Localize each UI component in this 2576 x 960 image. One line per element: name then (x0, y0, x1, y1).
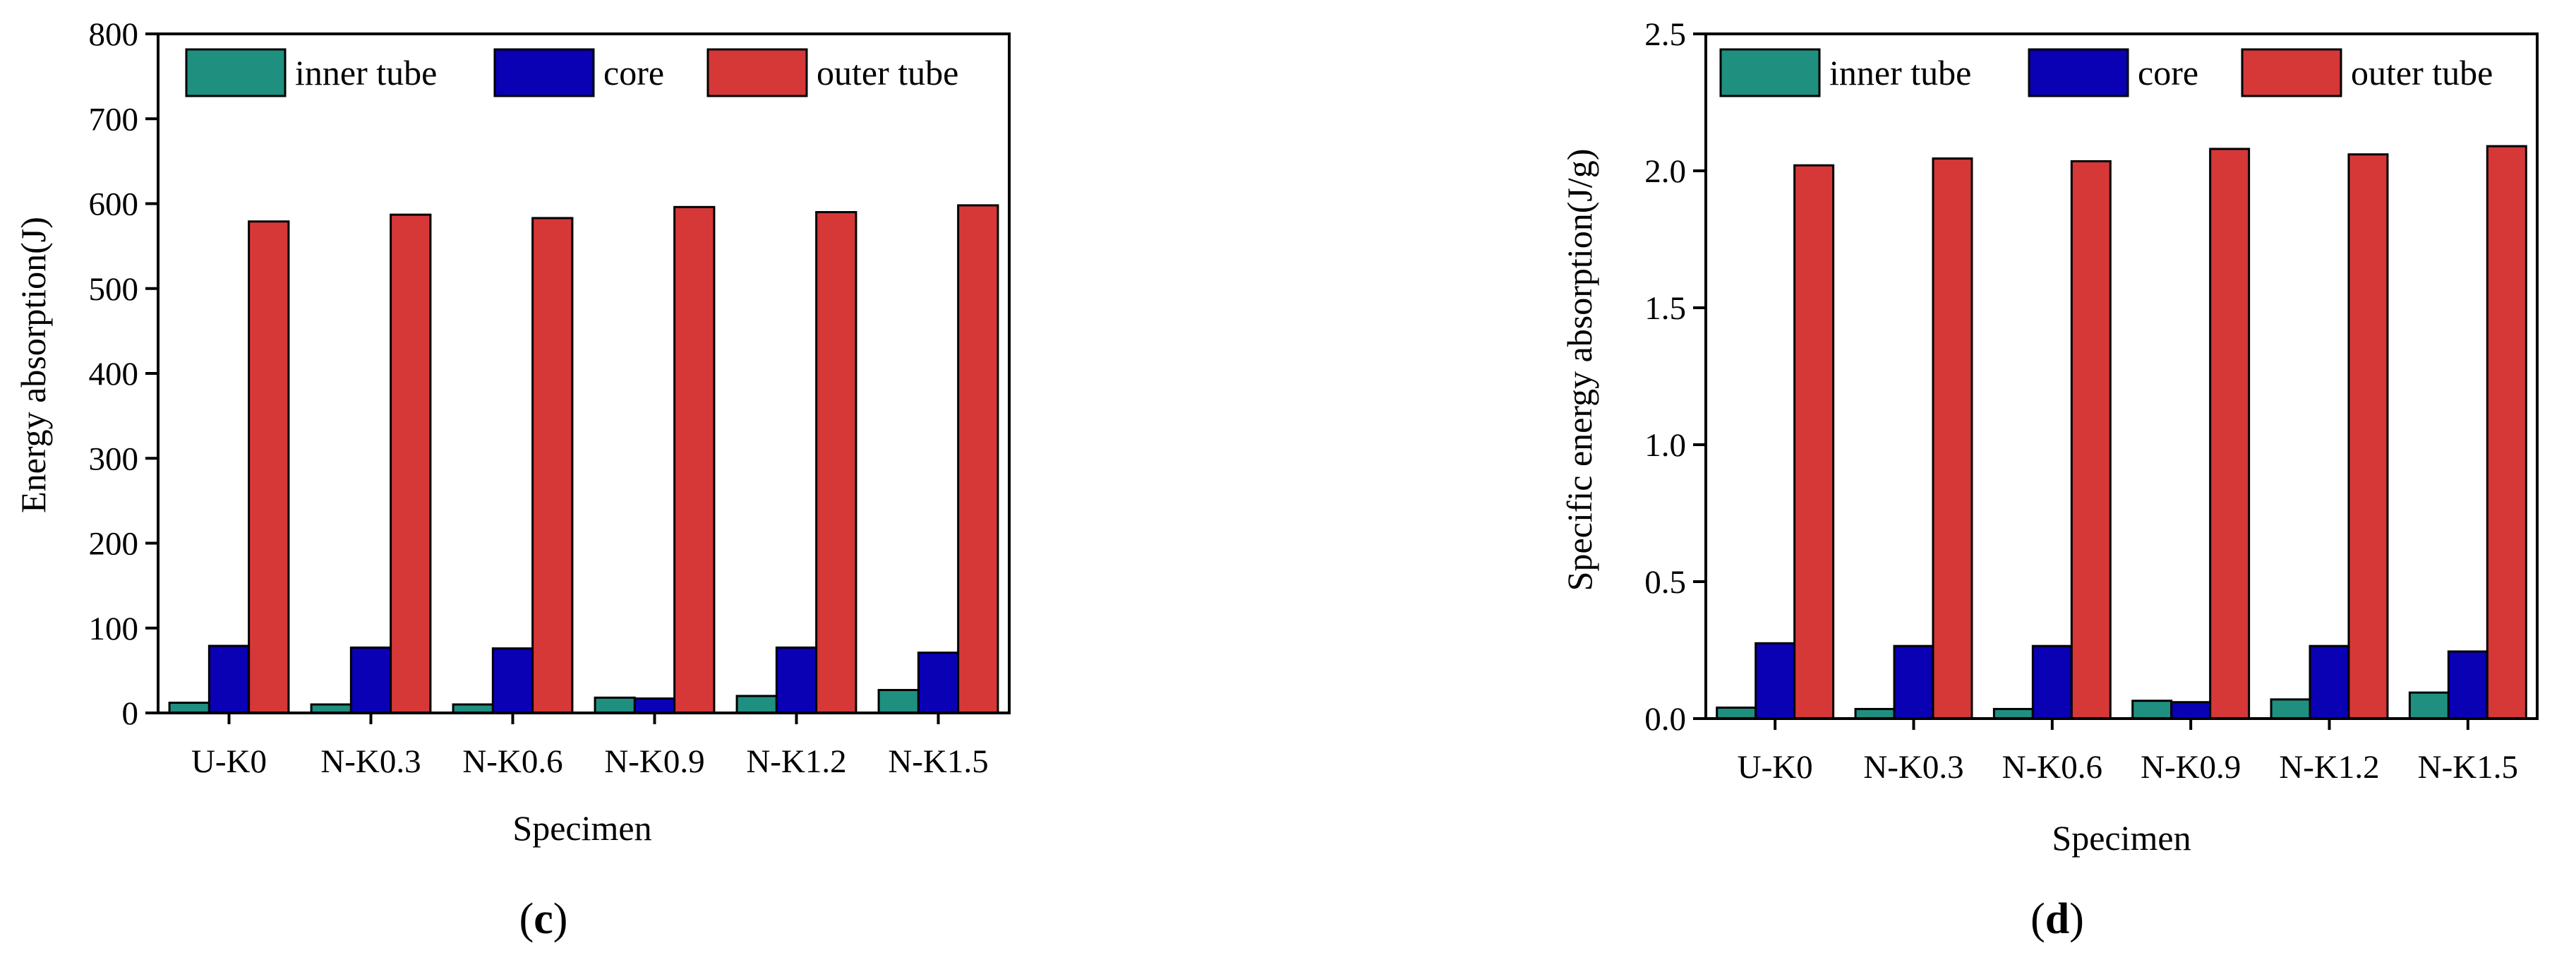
panel-letter-c: c (534, 895, 553, 943)
bar-core-n-k0-9 (633, 697, 676, 714)
x-tick-label-n-k0-9: N-K0.9 (2141, 749, 2241, 786)
y-tick-label-d: 1.5 (1644, 290, 1686, 327)
x-tick-label-n-k1-5: N-K1.5 (888, 743, 988, 780)
bar-core-n-k1-5 (2447, 650, 2488, 720)
bars-d (1716, 145, 2527, 720)
legend-label-core: core (2138, 53, 2198, 92)
y-tick-label-c: 0 (122, 695, 139, 732)
chart-panel-c: 0 100 200 300 400 500 600 700 800 U-K0 N-K0.3 N-K0… (13, 16, 1011, 943)
y-tick-label-c: 400 (89, 356, 139, 392)
legend-label-inner-tube: inner tube (1829, 53, 1971, 92)
x-tick-label-n-k0-3: N-K0.3 (1863, 749, 1963, 786)
bar-outer-tube-n-k1-2 (2347, 153, 2389, 720)
bar-inner-tube-n-k1-5 (877, 689, 920, 714)
bar-inner-tube-n-k0-9 (594, 696, 636, 714)
bar-outer-tube-n-k0-3 (390, 213, 432, 714)
legend-label-outer-tube: outer tube (817, 53, 958, 92)
bar-outer-tube-u-k0 (248, 220, 290, 714)
x-tick-label-u-k0: U-K0 (1738, 749, 1813, 786)
bar-inner-tube-u-k0 (168, 702, 210, 714)
x-axis-title-d: Specimen (2052, 818, 2191, 858)
x-tick-label-n-k1-2: N-K1.2 (2279, 749, 2379, 786)
y-tick-label-c: 800 (89, 16, 139, 53)
bar-inner-tube-n-k1-2 (735, 695, 778, 714)
bar-core-n-k0-3 (1893, 644, 1934, 720)
y-axis-title-c: Energy absorption(J) (13, 217, 53, 513)
bar-outer-tube-n-k0-6 (2070, 160, 2112, 720)
bar-core-n-k0-6 (2031, 644, 2073, 720)
bars-c (168, 204, 999, 714)
y-tick-label-d: 2.5 (1644, 16, 1686, 53)
bar-outer-tube-n-k0-3 (1932, 157, 1973, 720)
x-ticks-c: U-K0 N-K0.3 N-K0.6 N-K0.9 N-K1.2 N-K1.5 (191, 713, 989, 780)
legend-swatch-outer-tube (706, 48, 808, 97)
bar-outer-tube-n-k0-9 (673, 205, 716, 714)
y-axis-title-d: Specific energy absorption(J/g) (1560, 149, 1599, 592)
bar-core-n-k0-9 (2170, 701, 2212, 720)
y-tick-label-c: 600 (89, 186, 139, 223)
x-tick-label-n-k0-3: N-K0.3 (320, 743, 421, 780)
panel-letter-d: d (2045, 895, 2069, 943)
y-tick-label-d: 0.5 (1644, 564, 1686, 601)
bar-core-u-k0 (1755, 642, 1796, 720)
bar-core-n-k1-2 (775, 646, 818, 714)
chart-panel-d: 0.0 0.5 1.0 1.5 2.0 2.5 U-K0 N-K0.3 N-K0.6 N-K0.… (1560, 16, 2539, 943)
y-tick-label-d: 2.0 (1644, 153, 1686, 190)
x-tick-label-n-k0-6: N-K0.6 (2002, 749, 2102, 786)
y-tick-label-c: 200 (89, 526, 139, 563)
y-ticks-d: 0.0 0.5 1.0 1.5 2.0 2.5 (1644, 16, 1706, 738)
bar-inner-tube-n-k0-3 (1854, 707, 1896, 720)
y-tick-label-d: 1.0 (1644, 427, 1686, 464)
legend-d: inner tube core outer tube (1719, 48, 2493, 97)
legend-label-inner-tube: inner tube (295, 53, 437, 92)
plot-frame-d (1704, 32, 2539, 720)
y-tick-label-c: 500 (89, 271, 139, 308)
bar-inner-tube-n-k1-2 (2270, 698, 2311, 720)
bar-core-u-k0 (207, 644, 251, 714)
legend-swatch-inner-tube (1719, 48, 1821, 97)
y-ticks-c: 0 100 200 300 400 500 600 700 800 (89, 16, 158, 732)
y-tick-label-c: 300 (89, 440, 139, 477)
bar-outer-tube-n-k1-5 (957, 204, 999, 714)
panel-label-c: (c) (519, 895, 568, 943)
y-tick-label-d: 0.0 (1644, 701, 1686, 738)
bar-outer-tube-n-k1-2 (815, 211, 857, 714)
bar-inner-tube-u-k0 (1716, 706, 1757, 720)
bar-outer-tube-n-k1-5 (2486, 145, 2527, 720)
bar-outer-tube-n-k0-9 (2209, 148, 2251, 720)
x-tick-label-u-k0: U-K0 (191, 743, 267, 780)
y-tick-label-c: 700 (89, 101, 139, 138)
bar-core-n-k1-5 (917, 652, 960, 714)
legend-swatch-core (2028, 48, 2129, 97)
x-tick-label-n-k0-6: N-K0.6 (462, 743, 562, 780)
legend-swatch-outer-tube (2241, 48, 2342, 97)
legend-label-outer-tube: outer tube (2351, 53, 2493, 92)
bar-core-n-k0-6 (491, 647, 534, 714)
x-tick-label-n-k1-5: N-K1.5 (2418, 749, 2518, 786)
bar-outer-tube-n-k0-6 (531, 217, 574, 714)
panel-label-d: (d) (2030, 895, 2084, 943)
bar-core-n-k1-2 (2309, 644, 2350, 720)
x-tick-label-n-k1-2: N-K1.2 (746, 743, 846, 780)
x-axis-title-c: Specimen (512, 808, 651, 848)
legend-label-core: core (603, 53, 664, 92)
y-tick-label-c: 100 (89, 611, 139, 647)
bar-inner-tube-n-k1-5 (2408, 691, 2450, 720)
bar-inner-tube-n-k0-9 (2131, 700, 2173, 720)
bar-inner-tube-n-k0-6 (1992, 707, 2034, 720)
bar-core-n-k0-3 (349, 646, 392, 714)
bar-outer-tube-u-k0 (1793, 164, 1835, 720)
x-ticks-d: U-K0 N-K0.3 N-K0.6 N-K0.9 N-K1.2 N-K1.5 (1738, 719, 2518, 786)
legend-swatch-core (493, 48, 595, 97)
legend-c: inner tube core outer tube (185, 48, 958, 97)
x-tick-label-n-k0-9: N-K0.9 (604, 743, 704, 780)
legend-swatch-inner-tube (185, 48, 287, 97)
